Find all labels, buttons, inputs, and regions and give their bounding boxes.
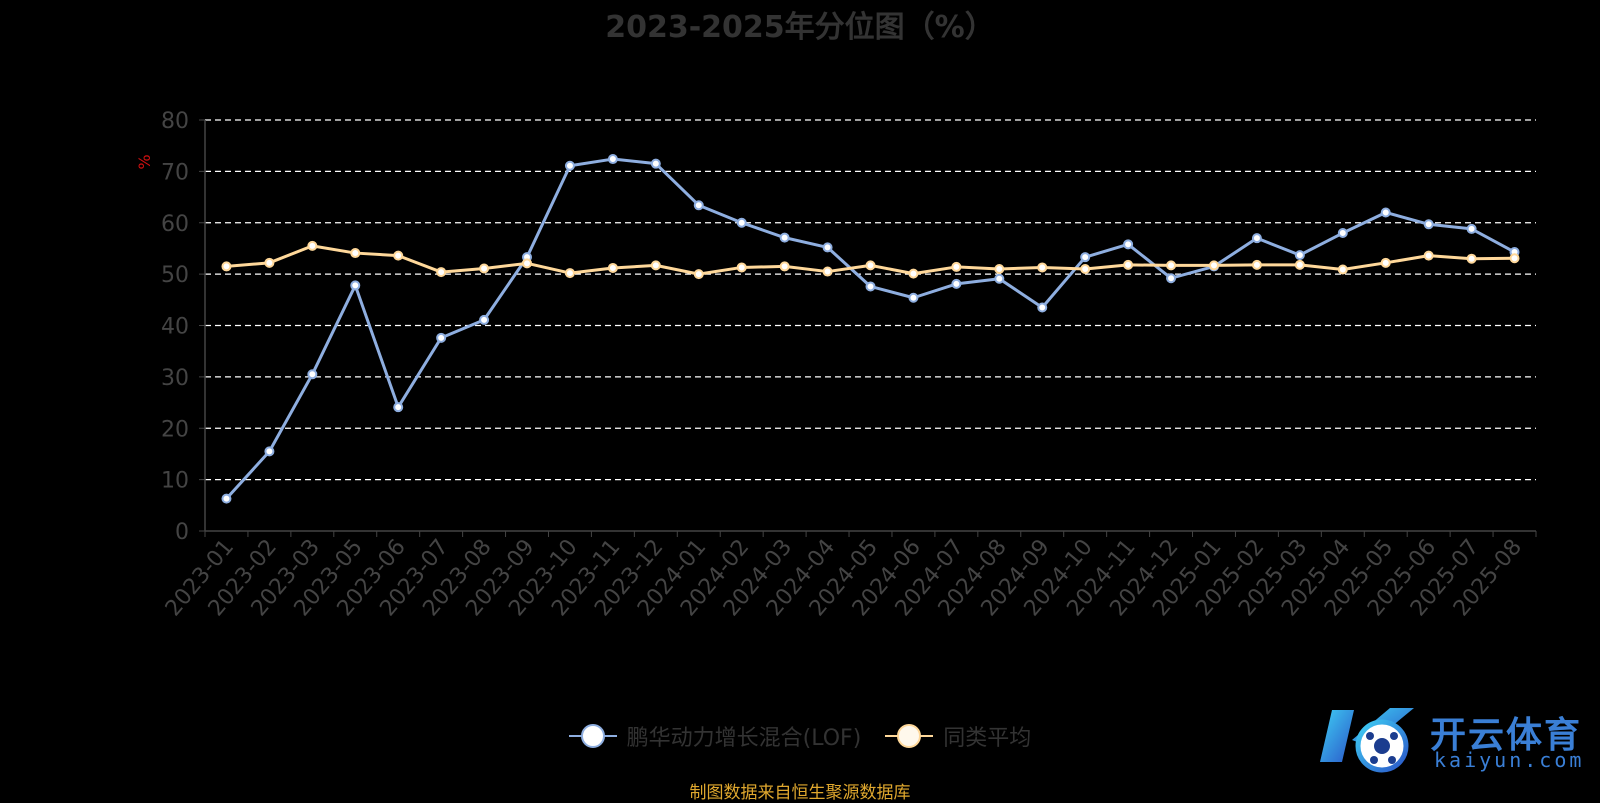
data-point-s0-0	[221, 493, 232, 504]
data-point-s1-21	[1123, 259, 1134, 270]
data-point-s0-4	[393, 402, 404, 413]
data-point-s1-16	[908, 268, 919, 279]
data-point-s1-8	[564, 268, 575, 279]
data-point-s1-10	[650, 260, 661, 271]
y-tick-label: 50	[161, 263, 189, 288]
chart-title: 2023-2025年分位图（%）	[605, 10, 995, 45]
y-tick-label: 40	[161, 315, 189, 340]
y-tick-label: 30	[161, 366, 189, 391]
data-point-s1-26	[1337, 264, 1348, 275]
data-point-s1-0	[221, 261, 232, 272]
data-point-s1-1	[264, 257, 275, 268]
data-point-s0-15	[865, 281, 876, 292]
data-point-s0-27	[1380, 207, 1391, 218]
data-point-s1-18	[994, 263, 1005, 274]
data-point-s1-25	[1294, 259, 1305, 270]
data-point-s1-7	[522, 258, 533, 269]
data-point-s1-2	[307, 240, 318, 251]
data-point-s1-27	[1380, 257, 1391, 268]
y-tick-label: 10	[161, 469, 189, 494]
legend-label-average: 同类平均	[943, 726, 1032, 751]
watermark-logo: 开云体育 kaiyun.com	[1318, 700, 1598, 780]
series-line-0	[225, 157, 1516, 500]
y-tick-label: 0	[175, 520, 189, 545]
data-point-s1-6	[479, 263, 490, 274]
y-tick-label: 70	[161, 160, 189, 185]
data-point-s1-12	[736, 262, 747, 273]
data-point-s0-16	[908, 292, 919, 303]
data-point-s0-6	[479, 314, 490, 325]
legend-item-fund[interactable]: 鹏华动力增长混合(LOF)	[568, 720, 862, 752]
data-point-s0-5	[436, 332, 447, 343]
data-point-s1-11	[693, 269, 704, 280]
data-point-s1-29	[1466, 253, 1477, 264]
data-point-s1-24	[1251, 259, 1262, 270]
data-point-s1-19	[1037, 262, 1048, 273]
legend-label-fund: 鹏华动力增长混合(LOF)	[626, 726, 862, 751]
logo-text: 开云体育	[1430, 715, 1583, 756]
data-point-s0-1	[264, 446, 275, 457]
data-point-s1-28	[1423, 250, 1434, 261]
data-point-s0-8	[564, 160, 575, 171]
data-point-s0-2	[307, 369, 318, 380]
y-tick-label: 80	[161, 109, 189, 134]
data-point-s1-30	[1509, 253, 1520, 264]
data-point-s1-4	[393, 250, 404, 261]
kaiyun-logo-icon	[1320, 708, 1414, 773]
data-point-s1-23	[1208, 260, 1219, 271]
data-point-s0-17	[951, 278, 962, 289]
data-point-s0-29	[1466, 223, 1477, 234]
data-point-s0-14	[822, 242, 833, 253]
data-point-s0-13	[779, 232, 790, 243]
data-point-s1-9	[607, 262, 618, 273]
data-point-s0-21	[1123, 239, 1134, 250]
data-point-s1-5	[436, 267, 447, 278]
data-point-s0-10	[650, 158, 661, 169]
data-point-s1-17	[951, 261, 962, 272]
data-point-s0-11	[693, 200, 704, 211]
y-axis-label: %	[135, 154, 154, 169]
data-point-s0-18	[994, 273, 1005, 284]
legend-symbol-fund	[568, 724, 617, 748]
data-point-s1-15	[865, 260, 876, 271]
y-tick-label: 20	[161, 417, 189, 442]
data-point-s1-20	[1080, 263, 1091, 274]
y-tick-label: 60	[161, 212, 189, 237]
data-point-s0-28	[1423, 219, 1434, 230]
legend-symbol-average	[885, 724, 934, 748]
data-point-s0-26	[1337, 228, 1348, 239]
data-point-s0-12	[736, 217, 747, 228]
data-point-s1-3	[350, 248, 361, 259]
data-point-s0-19	[1037, 302, 1048, 313]
data-point-s1-13	[779, 261, 790, 272]
data-point-s0-3	[350, 280, 361, 291]
data-source-note: 制图数据来自恒生聚源数据库	[689, 783, 911, 803]
data-point-s1-22	[1166, 260, 1177, 271]
logo-domain: kaiyun.com	[1434, 748, 1585, 772]
data-point-s0-24	[1251, 233, 1262, 244]
legend-item-average[interactable]: 同类平均	[885, 720, 1031, 752]
data-point-s0-25	[1294, 250, 1305, 261]
data-point-s1-14	[822, 266, 833, 277]
data-point-s0-22	[1166, 273, 1177, 284]
data-point-s0-20	[1080, 252, 1091, 263]
data-point-s0-9	[607, 154, 618, 165]
legend: 鹏华动力增长混合(LOF) 同类平均	[0, 720, 1600, 752]
